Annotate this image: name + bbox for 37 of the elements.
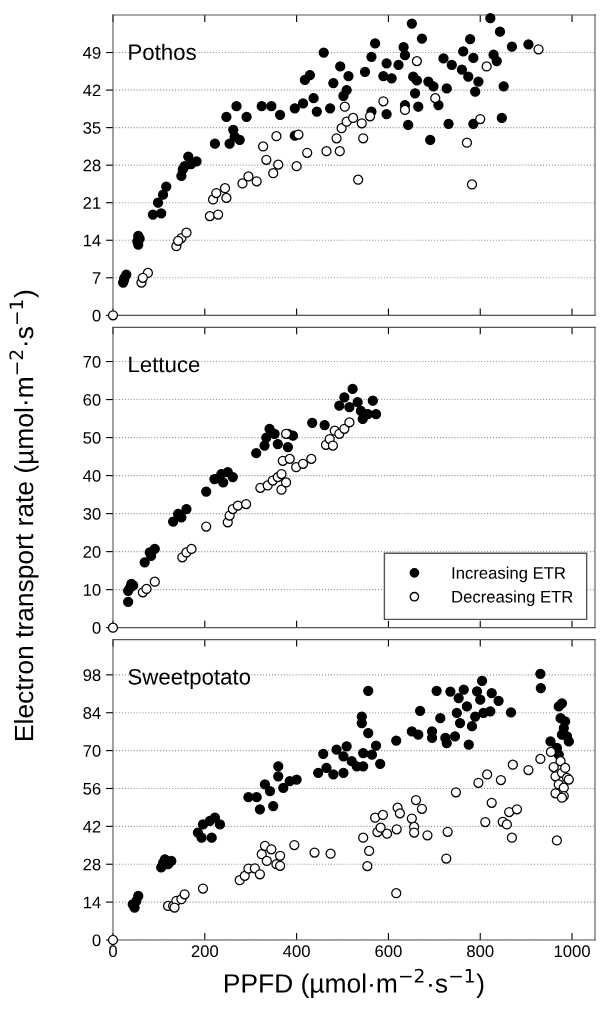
legend-label: Increasing ETR bbox=[452, 566, 566, 583]
y-tick-label: 0 bbox=[92, 309, 101, 322]
y-tick-label: 84 bbox=[83, 707, 101, 719]
x-tick-label: 0 bbox=[109, 945, 117, 958]
y-tick-label: 42 bbox=[83, 84, 101, 97]
x-tick-label: 600 bbox=[375, 945, 402, 958]
x-tick-label: 400 bbox=[283, 945, 310, 958]
y-tick-label: 70 bbox=[83, 355, 101, 368]
y-tick-label: 0 bbox=[92, 622, 101, 634]
y-tick-label: 56 bbox=[83, 782, 101, 795]
x-tick-label: 800 bbox=[467, 945, 494, 958]
text: Pothos bbox=[129, 43, 196, 61]
y-tick-label: 10 bbox=[83, 584, 101, 596]
y-tick-label: 50 bbox=[83, 431, 101, 444]
legend-label: Decreasing ETR bbox=[452, 590, 573, 606]
text: Sweetpotato bbox=[128, 668, 251, 690]
y-tick-label: 14 bbox=[83, 234, 101, 247]
y-tick-label: 35 bbox=[83, 122, 101, 134]
x-axis-title: PPFD (µmol·m$^{−2}$·s$^{−1}$) bbox=[225, 968, 484, 999]
x-tick-label: 1000 bbox=[554, 945, 590, 958]
x-tick-label: 200 bbox=[191, 945, 219, 958]
y-axis-title: Electron transport rate (µmol·m$^{−2}$·s$^{−1}$) bbox=[9, 290, 39, 740]
y-tick-label: 21 bbox=[83, 197, 101, 209]
y-tick-label: 42 bbox=[83, 820, 101, 833]
y-tick-label: 28 bbox=[83, 858, 101, 871]
y-tick-label: 49 bbox=[83, 46, 101, 59]
y-tick-label: 28 bbox=[83, 159, 101, 172]
y-tick-label: 7 bbox=[92, 272, 101, 284]
y-tick-label: 40 bbox=[83, 470, 101, 482]
y-tick-label: 20 bbox=[83, 546, 101, 558]
y-tick-label: 98 bbox=[83, 669, 101, 682]
y-tick-label: 30 bbox=[83, 508, 101, 520]
y-tick-label: 14 bbox=[83, 896, 101, 909]
y-tick-label: 0 bbox=[92, 934, 101, 947]
y-tick-label: 60 bbox=[83, 393, 101, 406]
y-tick-label: 70 bbox=[83, 745, 101, 757]
text: Lettuce bbox=[129, 356, 200, 373]
